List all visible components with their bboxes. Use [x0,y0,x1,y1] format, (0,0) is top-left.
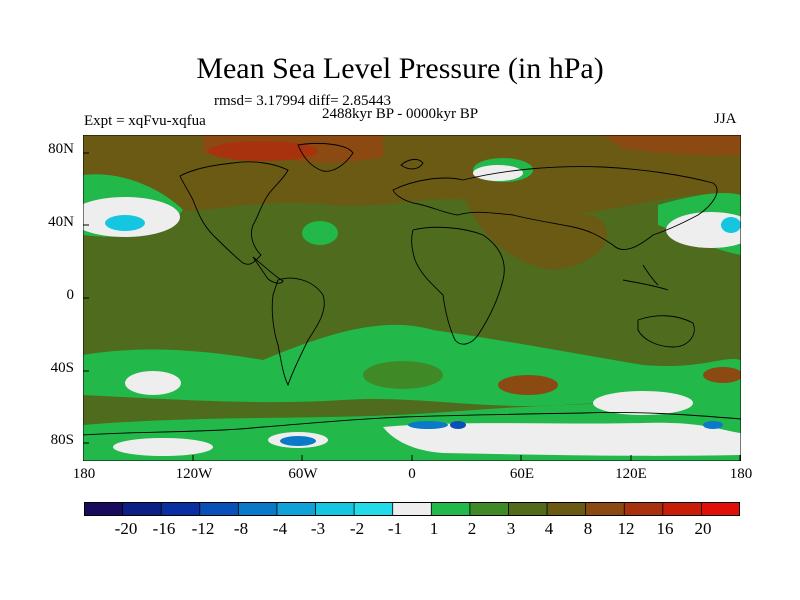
colorbar-swatch [237,502,278,516]
colorbar-label: -4 [272,519,288,538]
lon-label-180w: 180 [72,466,96,482]
colorbar-label: 12 [617,519,635,538]
coast-antarctica [83,412,741,436]
field-white-ross [593,391,693,415]
coastlines [83,142,741,436]
field-blue-antarctic-coast [408,421,448,429]
field-blue-ross-coast [703,421,723,429]
coast-central-america [252,256,284,284]
colorbar [84,502,740,516]
colorbar-swatch [315,502,355,516]
colorbar-swatch [508,502,548,516]
colorbar-swatch [430,502,471,516]
coast-eurasia [392,166,718,250]
axis-ticks [83,152,741,461]
colorbar-swatch [469,502,510,516]
field-cyan-npacific-west [105,215,145,231]
coast-scandinavia [400,158,424,170]
colorbar-swatch [122,502,162,516]
lat-label-80n: 80N [48,141,74,157]
colorbar-label: 20 [694,519,712,538]
lat-label-40s: 40S [50,360,74,376]
pressure-anomaly-map [83,135,741,461]
lon-label-120e: 120E [615,466,647,482]
field-brown-spacific [703,367,741,383]
lat-label-40n: 40N [48,214,74,230]
coast-australia [637,315,695,348]
field-red-arctic [208,141,318,161]
colorbar-label: 1 [429,519,439,538]
rmsd-diff-stats: rmsd= 3.17994 diff= 2.85443 [214,93,392,109]
colorbar-label: -20 [114,519,138,538]
colorbar-swatch [199,502,240,516]
field-brown-sindian [498,375,558,395]
colorbar-label: 2 [467,519,477,538]
field-darkgreen-satlantic [363,361,443,389]
colorbar-label: -12 [191,519,215,538]
colorbar-swatch [84,502,124,516]
coast-africa [411,226,505,345]
lat-label-80s: 80S [50,432,74,448]
colorbar-label: -8 [233,519,249,538]
colorbar-label: -2 [349,519,365,538]
field-cyan-npacific-east [721,217,741,233]
page-title: Mean Sea Level Pressure (in hPa) [196,52,604,85]
colorbar-label: -3 [310,519,326,538]
colorbar-swatch [392,502,432,516]
field-white-antarctic-east [383,422,741,456]
field-white-spacific [125,371,181,395]
colorbar-swatch [623,502,664,516]
time-period-subtitle: 2488kyr BP - 0000kyr BP [322,106,479,122]
lat-label-equator: 0 [66,287,75,303]
field-green-atlantic [302,221,338,245]
field-orange-siberia [603,135,741,156]
field-white-npacific-east [666,212,741,248]
lon-label-120w: 120W [175,466,213,482]
colorbar-swatch [276,502,317,516]
colorbar-swatch [353,502,394,516]
colorbar-label: 16 [656,519,674,538]
lon-label-60w: 60W [288,466,318,482]
field-blue-weddell [280,436,316,446]
field-white-antarctic-west [113,438,213,456]
colorbar-swatch [160,502,201,516]
colorbar-label: 4 [544,519,554,538]
colorbar-label: -16 [152,519,176,538]
field-darkblue-antarctic-coast [450,421,466,429]
season-label: JJA [714,111,737,127]
experiment-label: Expt = xqFvu-xqfua [84,113,206,129]
coast-indonesia [622,264,669,291]
coast-greenland [297,142,354,172]
lon-label-180e: 180 [729,466,753,482]
colorbar-swatch [585,502,625,516]
colorbar-label: 3 [506,519,516,538]
coast-north-america [179,161,289,265]
coast-south-america [271,277,325,387]
colorbar-swatch [662,502,703,516]
colorbar-label: 8 [583,519,593,538]
lon-label-0: 0 [408,466,416,482]
colorbar-swatch [546,502,587,516]
colorbar-label: -1 [387,519,403,538]
lon-label-60e: 60E [509,466,535,482]
colorbar-swatch [701,502,740,516]
